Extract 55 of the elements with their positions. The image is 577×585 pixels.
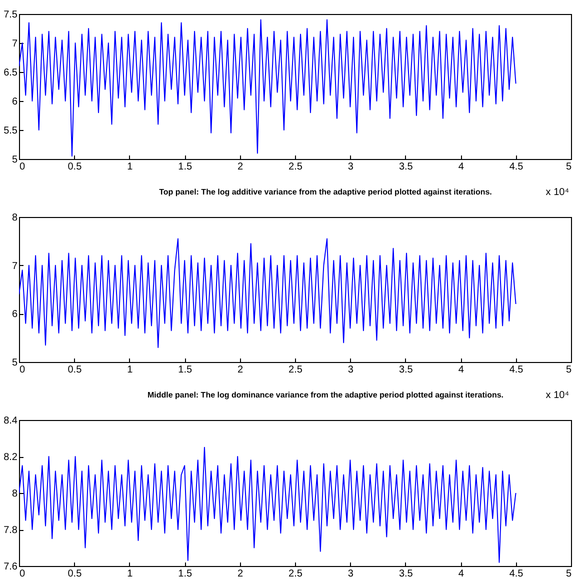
y-tick-label: 7	[12, 38, 18, 50]
x-tick-label: 2.5	[288, 364, 303, 376]
x-tick-label: 1	[127, 568, 134, 580]
x-tick-label: 1	[127, 364, 134, 376]
x-tick-label: 1	[127, 162, 134, 172]
x-tick-label: 1.5	[178, 364, 192, 376]
text: x 10⁴	[546, 187, 569, 198]
x-tick-label: 0	[20, 568, 26, 580]
x-tick-label: 4	[458, 568, 464, 580]
x-tick-label: 2	[238, 162, 244, 172]
x-tick-label: 0	[20, 364, 26, 376]
x-tick-label: 0	[20, 162, 26, 172]
y-tick-label: 8.4	[4, 416, 18, 426]
x-tick-label: 3.5	[398, 162, 414, 172]
x-tick-label: 0.5	[68, 364, 82, 376]
x-tick-label: 4	[458, 364, 464, 376]
text: x 10⁴	[546, 390, 569, 401]
x-tick-label: 2.5	[288, 568, 303, 580]
x-tick-label: 4.5	[509, 162, 524, 172]
line-series	[19, 238, 516, 348]
x-tick-label: 3	[348, 364, 354, 376]
y-tick-label: 7.6	[4, 562, 18, 572]
x-tick-label: 0.5	[68, 568, 82, 580]
x-tick-label: 1.5	[178, 162, 192, 172]
line-series	[19, 446, 516, 563]
y-tick-label: 5	[12, 358, 18, 368]
x-tick-label: 0.5	[68, 162, 82, 172]
x-tick-label: 5	[566, 162, 572, 172]
y-tick-label: 6.5	[4, 68, 18, 78]
x-axis-title: Top panel: The log additive variance from the adaptive period plotted against iterations.	[159, 188, 492, 196]
y-tick-label: 8	[12, 488, 18, 500]
y-tick-label: 8	[12, 212, 18, 224]
x-tick-label: 3	[348, 162, 354, 172]
x-axis-title: Middle panel: The log dominance variance from the adaptive period plotted against iterations.	[147, 390, 504, 400]
x-tick-label: 3.5	[398, 364, 414, 376]
y-tick-label: 7.8	[4, 525, 18, 536]
x-tick-label: 4.5	[509, 568, 524, 580]
x-tick-label: 3	[348, 568, 354, 580]
x-tick-label: 1.5	[178, 568, 192, 580]
x-tick-label: 2	[238, 568, 244, 580]
y-tick-label: 8.2	[4, 452, 18, 463]
x-tick-label: 3.5	[398, 568, 414, 580]
y-tick-label: 5.5	[4, 126, 18, 136]
line-series	[19, 19, 516, 157]
y-tick-label: 5	[12, 154, 18, 166]
x-tick-label: 5	[566, 364, 572, 376]
y-tick-label: 6	[12, 309, 18, 320]
y-tick-label: 6	[12, 96, 18, 108]
x-tick-label: 2	[238, 364, 244, 376]
y-tick-label: 7.5	[4, 10, 18, 20]
y-tick-label: 7	[12, 260, 18, 272]
x-tick-label: 4.5	[509, 364, 524, 376]
x-tick-label: 5	[566, 568, 572, 580]
x-tick-label: 2.5	[288, 162, 303, 172]
x-tick-label: 4	[458, 162, 464, 172]
